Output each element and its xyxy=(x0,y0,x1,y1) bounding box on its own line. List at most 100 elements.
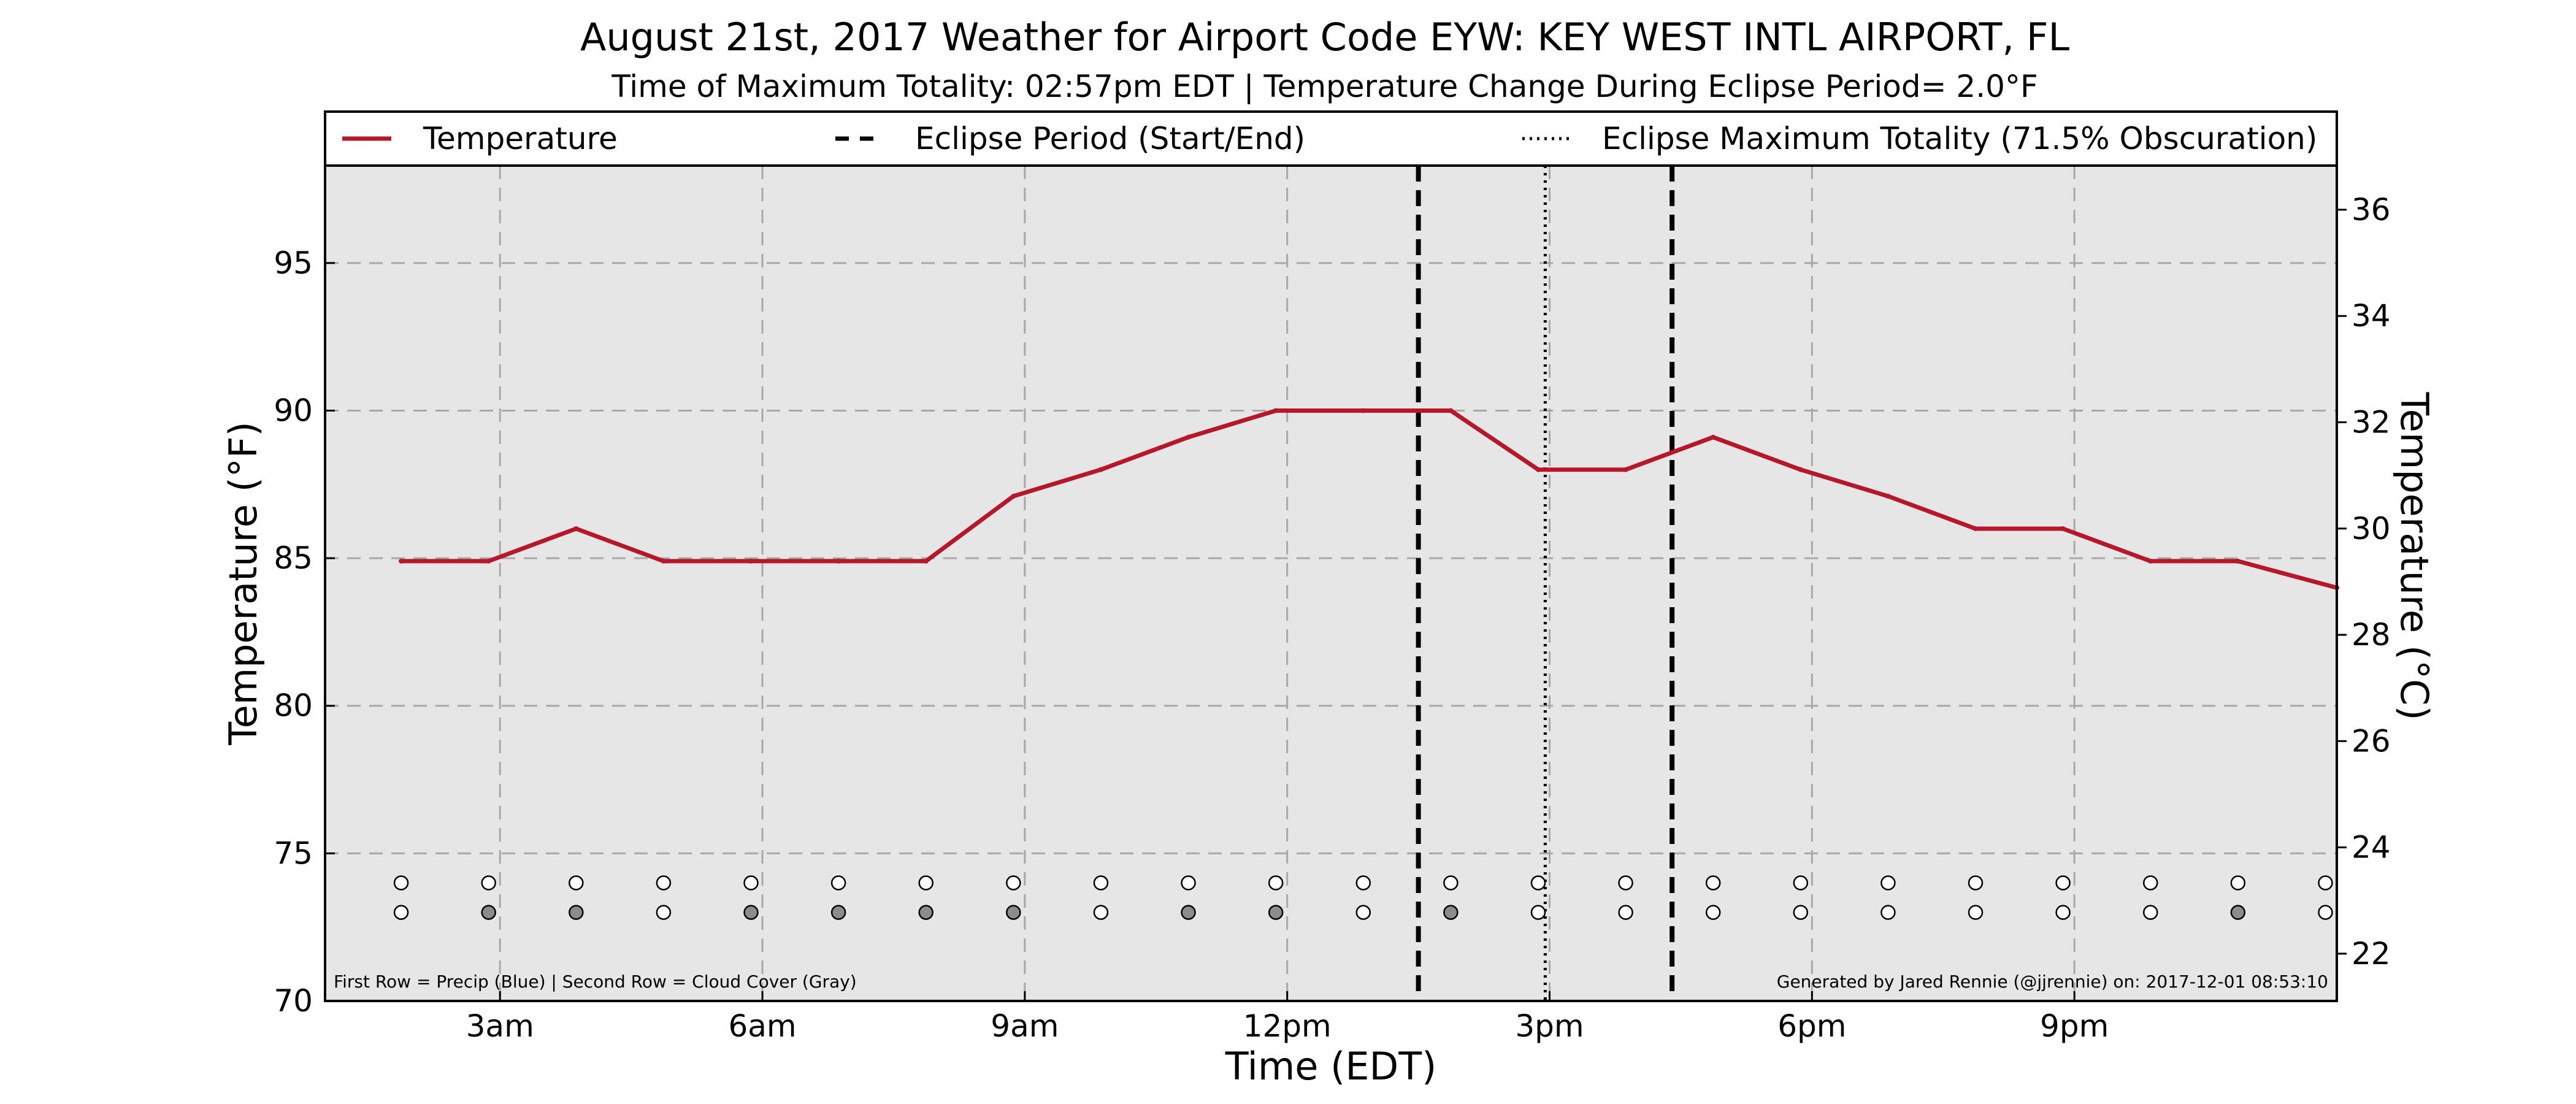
left-tick-label: 85 xyxy=(274,540,313,576)
footnote-right: Generated by Jared Rennie (@jjrennie) on… xyxy=(1777,972,2328,992)
x-tick-label: 3pm xyxy=(1515,1008,1584,1044)
precip-dot xyxy=(743,875,759,891)
temperature-point xyxy=(661,558,666,564)
cloud-cover-dot xyxy=(1093,905,1109,920)
cloud-cover-dot xyxy=(393,905,409,920)
legend: Temperature Eclipse Period (Start/End) Ecl… xyxy=(342,121,2317,156)
cloud-cover-dot xyxy=(569,905,584,920)
right-tick-label: 28 xyxy=(2352,617,2391,653)
temperature-point xyxy=(1885,494,1891,499)
precip-dot xyxy=(1443,875,1459,891)
precip-dot xyxy=(1618,875,1633,891)
cloud-cover-dot xyxy=(1181,905,1196,920)
plot-area xyxy=(325,166,2337,1001)
precip-dot xyxy=(1093,875,1109,891)
precip-dot xyxy=(1355,875,1371,891)
cloud-cover-dot xyxy=(2142,905,2158,920)
temperature-point xyxy=(923,558,929,564)
cloud-cover-dot xyxy=(1530,905,1546,920)
legend-label: Eclipse Period (Start/End) xyxy=(915,121,1305,156)
cloud-cover-dot xyxy=(1705,905,1721,920)
precip-dot xyxy=(2142,875,2158,891)
cloud-cover-dot xyxy=(2230,905,2246,920)
temperature-point xyxy=(1973,526,1979,531)
temperature-point xyxy=(2235,558,2241,564)
left-tick-label: 80 xyxy=(274,688,313,724)
precip-dot xyxy=(393,875,409,891)
x-tick-label: 9pm xyxy=(2040,1008,2109,1044)
cloud-cover-dot xyxy=(1968,905,1984,920)
cloud-cover-dot xyxy=(918,905,933,920)
precip-dot xyxy=(1705,875,1721,891)
cloud-cover-dot xyxy=(1355,905,1371,920)
cloud-cover-dot xyxy=(743,905,759,920)
temperature-point xyxy=(1711,434,1716,440)
footnote-left: First Row = Precip (Blue) | Second Row =… xyxy=(334,972,857,992)
legend-box xyxy=(324,110,2338,167)
cloud-cover-dot xyxy=(481,905,496,920)
cloud-cover-dot xyxy=(830,905,846,920)
x-tick-label: 6am xyxy=(728,1008,796,1044)
left-tick-label: 75 xyxy=(274,835,313,871)
temperature-point xyxy=(836,558,841,564)
temperature-point xyxy=(1273,408,1279,413)
precip-dot xyxy=(2318,875,2333,891)
cloud-cover-dot xyxy=(656,905,672,920)
temperature-point xyxy=(573,526,579,531)
cloud-cover-dot xyxy=(2318,905,2333,920)
right-tick-label: 24 xyxy=(2352,830,2391,865)
chart-subtitle: Time of Maximum Totality: 02:57pm EDT | … xyxy=(611,69,2037,104)
left-tick-label: 70 xyxy=(274,983,313,1019)
right-tick-label: 22 xyxy=(2352,936,2391,972)
x-tick-label: 9am xyxy=(991,1008,1059,1044)
precip-dot xyxy=(1530,875,1546,891)
precip-dot xyxy=(1880,875,1896,891)
cloud-cover-dot xyxy=(1793,905,1809,920)
precip-dot xyxy=(918,875,933,891)
right-tick-label: 34 xyxy=(2352,298,2391,334)
legend-label: Temperature xyxy=(423,121,618,156)
left-tick-label: 95 xyxy=(274,245,313,281)
x-axis-label: Time (EDT) xyxy=(1225,1044,1437,1089)
precip-dot xyxy=(2055,875,2071,891)
temperature-point xyxy=(1798,467,1803,472)
cloud-cover-dot xyxy=(1880,905,1896,920)
temperature-point xyxy=(1448,408,1454,413)
right-tick-label: 30 xyxy=(2352,511,2391,546)
plot-frame xyxy=(324,110,2338,1002)
precip-dot xyxy=(1268,875,1284,891)
x-tick-label: 6pm xyxy=(1777,1008,1846,1044)
chart-title: August 21st, 2017 Weather for Airport Co… xyxy=(580,15,2070,59)
right-tick-label: 36 xyxy=(2352,192,2391,228)
temperature-point xyxy=(1623,467,1628,472)
right-tick-label: 32 xyxy=(2352,404,2391,440)
left-tick-label: 90 xyxy=(274,393,313,428)
right-tick-label: 26 xyxy=(2352,723,2391,759)
precip-dot xyxy=(830,875,846,891)
precip-dot xyxy=(656,875,672,891)
x-tick-label: 3am xyxy=(466,1008,534,1044)
temperature-point xyxy=(748,558,754,564)
precip-dot xyxy=(481,875,496,891)
right-axis-label: Temperature (°C) xyxy=(2392,391,2437,720)
temperature-point xyxy=(2148,558,2153,564)
x-tick-label: 12pm xyxy=(1243,1008,1332,1044)
precip-dot xyxy=(1968,875,1984,891)
precip-dot xyxy=(1793,875,1809,891)
temperature-point xyxy=(1011,494,1016,499)
temperature-point xyxy=(1360,408,1366,413)
precip-dot xyxy=(1006,875,1021,891)
cloud-cover-dot xyxy=(1618,905,1633,920)
left-axis-label: Temperature (°F) xyxy=(221,421,266,745)
precip-dot xyxy=(569,875,584,891)
temperature-point xyxy=(2060,526,2066,531)
precip-dot xyxy=(2230,875,2246,891)
temperature-point xyxy=(399,558,404,564)
cloud-cover-dot xyxy=(1268,905,1284,920)
temperature-point xyxy=(1535,467,1541,472)
temperature-point xyxy=(1186,434,1191,440)
cloud-cover-dot xyxy=(2055,905,2071,920)
temperature-point xyxy=(486,558,491,564)
precip-dot xyxy=(1181,875,1196,891)
